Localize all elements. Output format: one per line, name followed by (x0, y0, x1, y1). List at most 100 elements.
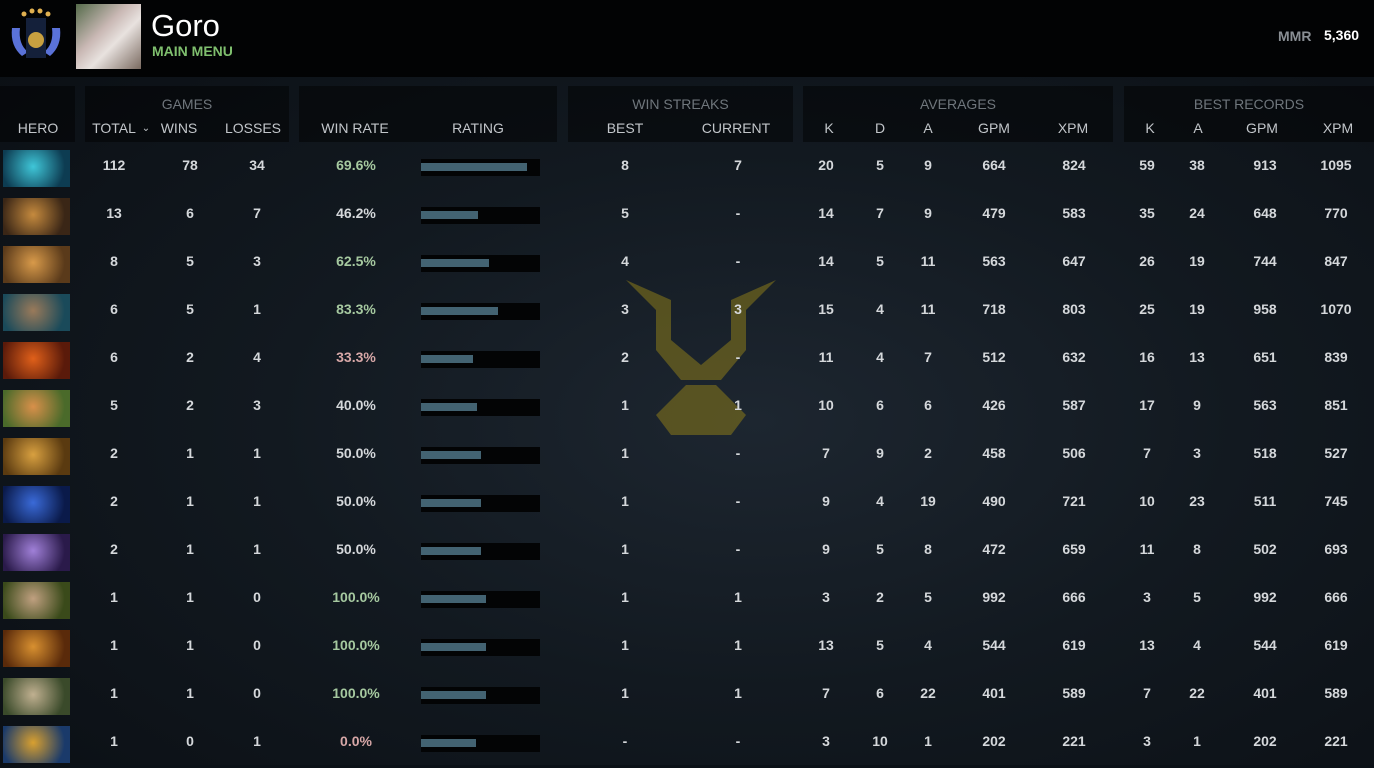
rating-bar (421, 159, 540, 176)
hero-portrait[interactable] (3, 294, 70, 331)
col-wins[interactable]: WINS (160, 120, 198, 136)
table-row[interactable]: 1 1 0 100.0% 1 1 7 6 22 401 589 7 22 401 589 (0, 672, 1374, 720)
cell-losses: 3 (253, 397, 261, 413)
table-row[interactable]: 112 78 34 69.6% 8 7 20 5 9 664 824 59 38 913 1095 (0, 144, 1374, 192)
table-row[interactable]: 1 1 0 100.0% 1 1 3 2 5 992 666 3 5 992 666 (0, 576, 1374, 624)
cell-xpm: 666 (1062, 589, 1086, 605)
col-best-k[interactable]: K (1145, 120, 1155, 136)
cell-bxpm: 851 (1324, 397, 1348, 413)
col-gpm[interactable]: GPM (978, 120, 1010, 136)
hero-portrait[interactable] (3, 342, 70, 379)
main-menu-link[interactable]: MAIN MENU (152, 43, 233, 59)
cell-best: 1 (621, 493, 629, 509)
hero-portrait[interactable] (3, 630, 70, 667)
col-best-streak[interactable]: BEST (606, 120, 644, 136)
cell-current: 1 (734, 397, 742, 413)
cell-k: 3 (822, 589, 830, 605)
rating-bar (421, 495, 540, 512)
cell-gpm: 490 (982, 493, 1006, 509)
col-rating[interactable]: RATING (452, 120, 504, 136)
cell-win-rate: 100.0% (332, 589, 380, 605)
table-row[interactable]: 1 0 1 0.0% - -3 10 1 202 221 3 1 202 221 (0, 720, 1374, 768)
col-d[interactable]: D (874, 120, 886, 136)
cell-d: 6 (876, 685, 884, 701)
cell-k: 11 (818, 349, 834, 365)
cell-bxpm: 221 (1324, 733, 1348, 749)
rating-bar-fill (421, 259, 489, 267)
table-row[interactable]: 8 5 3 62.5% 4 - 14 5 11 563 647 26 19 744 847 (0, 240, 1374, 288)
col-xpm[interactable]: XPM (1057, 120, 1089, 136)
cell-losses: 1 (253, 301, 261, 317)
table-row[interactable]: 6 5 1 83.3% 3 3 15 4 11 718 803 25 19 958 1070 (0, 288, 1374, 336)
cell-total: 112 (102, 157, 126, 173)
hero-portrait[interactable] (3, 438, 70, 475)
col-best-xpm[interactable]: XPM (1322, 120, 1354, 136)
rank-medal-icon (11, 8, 61, 58)
cell-gpm: 401 (982, 685, 1006, 701)
cell-best: 1 (621, 685, 629, 701)
table-row[interactable]: 6 2 4 33.3% 2 - 11 4 7 512 632 16 13 651 839 (0, 336, 1374, 384)
col-k[interactable]: K (824, 120, 834, 136)
cell-wins: 1 (186, 685, 194, 701)
cell-xpm: 619 (1062, 637, 1086, 653)
cell-ba: 4 (1193, 637, 1201, 653)
col-best-gpm[interactable]: GPM (1246, 120, 1278, 136)
hero-portrait[interactable] (3, 678, 70, 715)
cell-xpm: 721 (1062, 493, 1086, 509)
cell-bgpm: 651 (1253, 349, 1277, 365)
col-hero[interactable]: HERO (17, 120, 59, 136)
table-row[interactable]: 5 2 3 40.0% 1 1 10 6 6 426 587 17 9 563 851 (0, 384, 1374, 432)
col-best-a[interactable]: A (1193, 120, 1203, 136)
rating-bar-fill (421, 691, 487, 699)
hero-portrait[interactable] (3, 582, 70, 619)
cell-k: 13 (818, 637, 834, 653)
cell-gpm: 992 (982, 589, 1006, 605)
col-win-rate[interactable]: WIN RATE (321, 120, 389, 136)
games-group (85, 86, 289, 142)
rating-bar-fill (421, 451, 481, 459)
cell-wins: 5 (186, 301, 194, 317)
cell-ba: 38 (1189, 157, 1205, 173)
rating-bar (421, 447, 540, 464)
cell-win-rate: 62.5% (336, 253, 376, 269)
cell-wins: 1 (186, 589, 194, 605)
cell-current: - (735, 445, 741, 461)
chevron-down-icon[interactable]: ⌄ (141, 123, 151, 134)
cell-bxpm: 847 (1324, 253, 1348, 269)
hero-portrait[interactable] (3, 486, 70, 523)
table-row[interactable]: 2 1 1 50.0% 1 - 7 9 2 458 506 7 3 518 527 (0, 432, 1374, 480)
hero-portrait[interactable] (3, 150, 70, 187)
col-losses[interactable]: LOSSES (224, 120, 282, 136)
rating-bar-fill (421, 595, 487, 603)
hero-portrait[interactable] (3, 534, 70, 571)
cell-wins: 78 (182, 157, 198, 173)
cell-bgpm: 544 (1253, 637, 1277, 653)
hero-group (0, 86, 75, 142)
table-row[interactable]: 1 1 0 100.0% 1 1 13 5 4 544 619 13 4 544 619 (0, 624, 1374, 672)
cell-a: 5 (924, 589, 932, 605)
cell-current: - (735, 349, 741, 365)
hero-portrait[interactable] (3, 198, 70, 235)
hero-portrait[interactable] (3, 390, 70, 427)
col-total[interactable]: TOTAL (92, 120, 136, 136)
cell-current: 7 (734, 157, 742, 173)
cell-bxpm: 693 (1324, 541, 1348, 557)
cell-current: 3 (734, 301, 742, 317)
hero-portrait[interactable] (3, 246, 70, 283)
cell-losses: 0 (253, 637, 261, 653)
cell-ba: 22 (1189, 685, 1205, 701)
rating-bar (421, 735, 540, 752)
table-row[interactable]: 2 1 1 50.0% 1-9 5 8 472 659 11 8 502 693 (0, 528, 1374, 576)
hero-portrait[interactable] (3, 726, 70, 763)
table-row[interactable]: 2 1 1 50.0% 1 - 9 4 19 490 721 10 23 511 745 (0, 480, 1374, 528)
avatar[interactable] (76, 4, 141, 69)
col-a[interactable]: A (923, 120, 933, 136)
rating-group (299, 86, 557, 142)
table-row[interactable]: 13 6 7 46.2% 5 - 14 7 9 479 583 35 24 648 770 (0, 192, 1374, 240)
cell-bgpm: 992 (1253, 589, 1277, 605)
cell-win-rate: 46.2% (336, 205, 376, 221)
col-current-streak[interactable]: CURRENT (701, 120, 771, 136)
cell-ba: 19 (1189, 253, 1205, 269)
cell-bk: 11 (1139, 541, 1155, 557)
cell-win-rate: 83.3% (336, 301, 376, 317)
